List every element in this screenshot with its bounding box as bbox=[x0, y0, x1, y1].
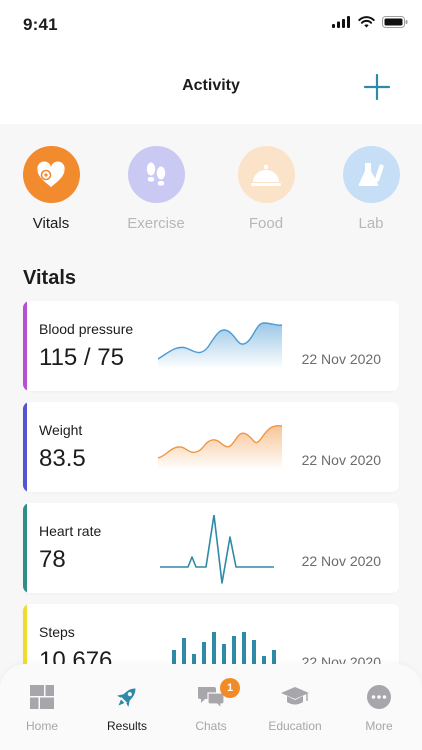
section-title: Vitals bbox=[23, 267, 76, 289]
vital-card-blood-pressure[interactable]: Blood pressure 115 / 75 22 Nov 2020 bbox=[23, 301, 399, 391]
category-label: Lab bbox=[358, 215, 384, 232]
page-title: Activity bbox=[182, 77, 240, 94]
card-value: 83.5 bbox=[39, 445, 86, 472]
heart-rate-sparkline bbox=[160, 515, 274, 584]
status-time: 9:41 bbox=[23, 15, 58, 34]
blood-pressure-sparkline bbox=[158, 322, 282, 367]
card-accent bbox=[23, 402, 27, 492]
status-icons bbox=[332, 16, 408, 28]
category-label: Exercise bbox=[127, 215, 185, 232]
heart-icon bbox=[37, 161, 65, 187]
signal-icon bbox=[332, 16, 350, 28]
category-selector: Vitals Exercise Food bbox=[0, 146, 422, 236]
card-date: 22 Nov 2020 bbox=[301, 351, 381, 367]
tab-label: Education bbox=[268, 719, 322, 733]
card-accent bbox=[23, 301, 27, 391]
category-label: Food bbox=[248, 215, 284, 232]
category-vitals-circle bbox=[22, 146, 80, 203]
card-accent bbox=[23, 503, 27, 593]
header: Activity bbox=[0, 50, 422, 124]
battery-icon bbox=[382, 16, 408, 28]
card-name: Steps bbox=[39, 624, 75, 640]
tab-bar: Home Results 1 Chats bbox=[0, 664, 422, 750]
rocket-icon bbox=[117, 688, 136, 707]
card-date: 22 Nov 2020 bbox=[301, 452, 381, 468]
card-name: Blood pressure bbox=[39, 321, 134, 337]
category-food[interactable]: Food bbox=[226, 146, 306, 232]
cloche-icon bbox=[251, 164, 281, 186]
vital-card-weight[interactable]: Weight 83.5 22 Nov 2020 bbox=[23, 402, 399, 492]
vital-card-heart-rate[interactable]: Heart rate 78 22 Nov 2020 bbox=[23, 503, 399, 593]
tab-results[interactable]: Results bbox=[87, 684, 167, 733]
tab-more[interactable]: More bbox=[339, 684, 419, 733]
tab-home[interactable]: Home bbox=[2, 684, 82, 733]
tab-label: More bbox=[365, 719, 393, 733]
card-date: 22 Nov 2020 bbox=[301, 553, 381, 569]
tab-label: Home bbox=[25, 719, 58, 733]
category-lab[interactable]: Lab bbox=[331, 146, 411, 232]
flask-icon bbox=[358, 162, 384, 186]
chats-badge: 1 bbox=[220, 678, 240, 698]
status-bar: 9:41 bbox=[0, 0, 422, 50]
card-value: 115 / 75 bbox=[39, 344, 124, 371]
tab-education[interactable]: Education bbox=[255, 684, 335, 733]
more-dots-icon bbox=[367, 685, 391, 709]
wifi-icon bbox=[358, 16, 375, 28]
category-exercise[interactable]: Exercise bbox=[116, 146, 196, 232]
category-vitals[interactable]: Vitals bbox=[11, 146, 91, 232]
tab-label: Chats bbox=[195, 719, 227, 733]
card-name: Heart rate bbox=[39, 523, 102, 539]
weight-sparkline bbox=[158, 425, 282, 468]
category-food-circle bbox=[237, 146, 295, 203]
category-lab-circle bbox=[342, 146, 400, 203]
category-label: Vitals bbox=[32, 215, 70, 232]
tab-label: Results bbox=[106, 719, 147, 733]
card-name: Weight bbox=[39, 422, 83, 438]
graduation-cap-icon bbox=[281, 687, 309, 705]
tab-chats[interactable]: 1 Chats bbox=[171, 678, 251, 733]
category-exercise-circle bbox=[127, 146, 185, 203]
grid-icon bbox=[30, 685, 54, 709]
footprints-icon bbox=[146, 162, 166, 185]
card-accent bbox=[23, 604, 27, 694]
add-icon[interactable] bbox=[362, 72, 392, 102]
card-value: 78 bbox=[39, 546, 66, 573]
